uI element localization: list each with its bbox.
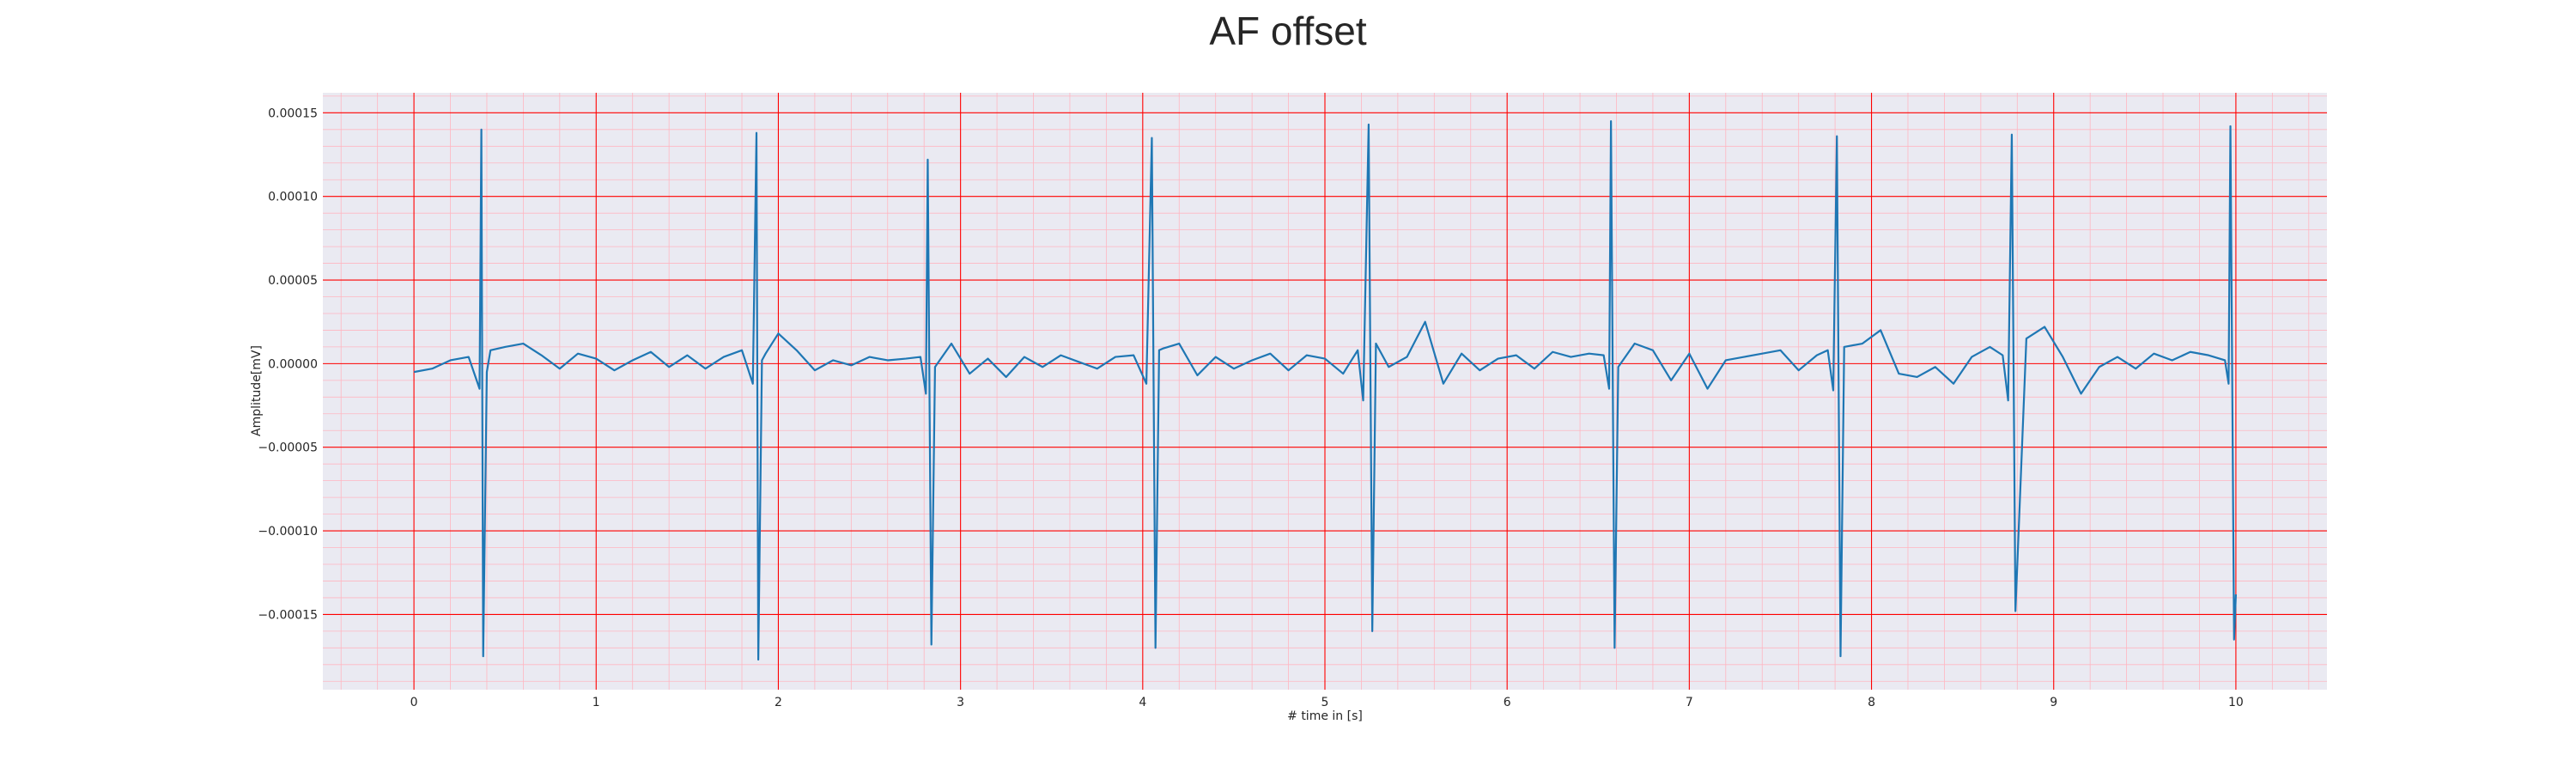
- x-tick-label: 8: [1868, 696, 1875, 709]
- y-tick-label: 0.00010: [268, 191, 318, 204]
- x-axis-label: # time in [s]: [1287, 709, 1363, 723]
- x-tick-label: 2: [775, 696, 782, 709]
- x-tick-label: 10: [2228, 696, 2244, 709]
- major-grid: [323, 93, 2327, 690]
- x-tick-label: 4: [1139, 696, 1146, 709]
- signal-line: [413, 120, 2238, 661]
- y-tick-label: −0.00015: [258, 608, 318, 622]
- y-tick-label: −0.00010: [258, 525, 318, 539]
- x-tick-labels: 0 1 2 3 4 5 6 7 8 9 10: [410, 696, 2244, 709]
- x-tick-label: 0: [410, 696, 418, 709]
- chart-title: AF offset: [1209, 9, 1366, 53]
- x-tick-label: 5: [1321, 696, 1329, 709]
- y-tick-label: 0.00005: [268, 274, 318, 288]
- x-tick-label: 7: [1686, 696, 1693, 709]
- y-tick-label: 0.00015: [268, 107, 318, 120]
- x-tick-label: 3: [957, 696, 964, 709]
- x-tick-label: 9: [2050, 696, 2057, 709]
- y-axis-label: Amplitude[mV]: [250, 345, 264, 436]
- x-tick-label: 6: [1504, 696, 1511, 709]
- y-tick-labels: −0.00015 −0.00010 −0.00005 0.00000 0.00005 0.…: [258, 107, 318, 622]
- x-tick-label: 1: [592, 696, 600, 709]
- y-tick-label: 0.00000: [268, 357, 318, 371]
- y-tick-label: −0.00005: [258, 441, 318, 455]
